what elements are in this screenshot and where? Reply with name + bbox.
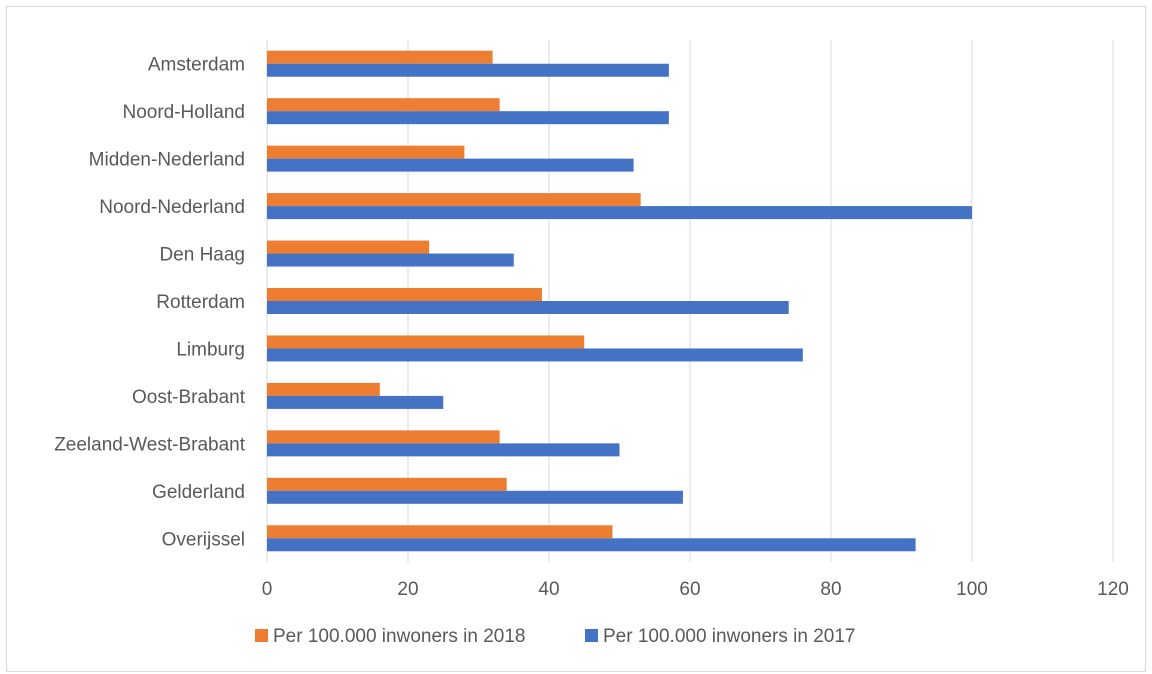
category-label: Den Haag <box>159 245 245 266</box>
x-tick-label: 20 <box>397 579 418 600</box>
bar-2017-zeeland-west-brabant <box>267 443 620 457</box>
bar-2018-noord-nederland <box>267 193 641 207</box>
legend-swatch <box>255 629 268 642</box>
category-label: Oost-Brabant <box>132 387 246 408</box>
bar-2018-midden-nederland <box>267 145 465 159</box>
x-tick-labels: 0 20 40 60 80 100 120 <box>262 579 1129 600</box>
x-tick-label: 100 <box>956 579 988 600</box>
bar-2017-oost-brabant <box>267 395 444 409</box>
bar-2017-limburg <box>267 348 803 362</box>
bar-2018-den haag <box>267 240 430 254</box>
x-tick-label: 0 <box>262 579 273 600</box>
legend-label: Per 100.000 inwoners in 2017 <box>603 626 855 647</box>
bars <box>267 50 972 552</box>
bar-2018-noord-holland <box>267 98 500 112</box>
bar-2017-rotterdam <box>267 301 789 314</box>
bar-2018-amsterdam <box>267 50 493 64</box>
bar-2018-zeeland-west-brabant <box>267 430 500 444</box>
bar-2017-overijssel <box>267 538 916 552</box>
bar-2018-oost-brabant <box>267 382 380 396</box>
bar-2017-midden-nederland <box>267 158 634 172</box>
category-labels: Amsterdam Noord-Holland Midden-Nederland No… <box>54 55 246 551</box>
category-label: Zeeland-West-Brabant <box>54 434 246 455</box>
legend: Per 100.000 inwoners in 2018 Per 100.000 … <box>255 626 855 647</box>
category-label: Rotterdam <box>156 292 245 313</box>
category-label: Noord-Holland <box>122 102 245 123</box>
bar-2017-den haag <box>267 253 514 267</box>
category-label: Midden-Nederland <box>89 150 245 171</box>
x-tick-label: 80 <box>820 579 841 600</box>
category-label: Gelderland <box>152 482 245 503</box>
category-label: Overijssel <box>162 529 245 550</box>
bar-2018-rotterdam <box>267 288 542 301</box>
gridlines <box>266 40 1114 562</box>
category-label: Limburg <box>176 339 245 360</box>
category-label: Amsterdam <box>148 55 245 76</box>
bar-2017-gelderland <box>267 490 683 504</box>
x-tick-label: 120 <box>1097 579 1129 600</box>
x-tick-label: 60 <box>679 579 700 600</box>
x-tick-label: 40 <box>538 579 559 600</box>
legend-swatch <box>585 629 598 642</box>
bar-2017-noord-holland <box>267 111 669 125</box>
bar-2017-noord-nederland <box>267 206 972 220</box>
category-label: Noord-Nederland <box>99 197 245 218</box>
legend-label: Per 100.000 inwoners in 2018 <box>273 626 525 647</box>
bar-2018-gelderland <box>267 477 507 491</box>
bar-2018-limburg <box>267 335 585 349</box>
bar-2017-amsterdam <box>267 63 669 77</box>
bar-2018-overijssel <box>267 525 613 539</box>
chart-frame <box>6 6 1146 672</box>
